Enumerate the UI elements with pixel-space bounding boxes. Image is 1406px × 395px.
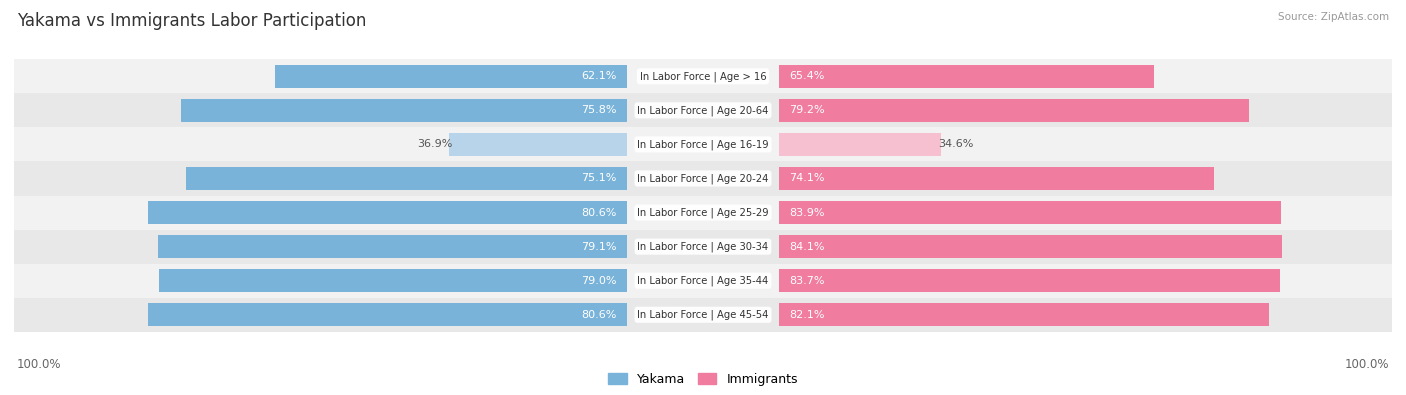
Bar [157, 235, 627, 258]
Text: 83.7%: 83.7% [789, 276, 824, 286]
Text: 80.6%: 80.6% [582, 310, 617, 320]
Text: In Labor Force | Age 35-44: In Labor Force | Age 35-44 [637, 275, 769, 286]
Text: In Labor Force | Age > 16: In Labor Force | Age > 16 [640, 71, 766, 81]
Text: 62.1%: 62.1% [582, 71, 617, 81]
Bar [449, 133, 627, 156]
Text: 65.4%: 65.4% [789, 71, 824, 81]
Text: 36.9%: 36.9% [416, 139, 453, 149]
Bar [148, 201, 627, 224]
Bar [779, 235, 1282, 258]
Text: In Labor Force | Age 16-19: In Labor Force | Age 16-19 [637, 139, 769, 150]
Bar [14, 93, 1392, 128]
Text: 79.0%: 79.0% [582, 276, 617, 286]
Text: 80.6%: 80.6% [582, 207, 617, 218]
Text: In Labor Force | Age 20-64: In Labor Force | Age 20-64 [637, 105, 769, 116]
Bar [14, 298, 1392, 332]
Bar [148, 303, 627, 326]
Text: In Labor Force | Age 30-34: In Labor Force | Age 30-34 [637, 241, 769, 252]
Text: 75.1%: 75.1% [582, 173, 617, 184]
Text: 34.6%: 34.6% [938, 139, 973, 149]
Text: 100.0%: 100.0% [17, 358, 62, 371]
Legend: Yakama, Immigrants: Yakama, Immigrants [609, 372, 797, 386]
Text: 83.9%: 83.9% [789, 207, 824, 218]
Bar [186, 167, 627, 190]
Text: 82.1%: 82.1% [789, 310, 824, 320]
Text: 100.0%: 100.0% [1344, 358, 1389, 371]
Text: In Labor Force | Age 45-54: In Labor Force | Age 45-54 [637, 310, 769, 320]
Bar [779, 303, 1268, 326]
Text: In Labor Force | Age 25-29: In Labor Force | Age 25-29 [637, 207, 769, 218]
Bar [779, 269, 1279, 292]
Bar [14, 128, 1392, 162]
Text: Yakama vs Immigrants Labor Participation: Yakama vs Immigrants Labor Participation [17, 12, 366, 30]
Bar [181, 99, 627, 122]
Text: 84.1%: 84.1% [789, 242, 824, 252]
Text: 75.8%: 75.8% [582, 105, 617, 115]
Bar [14, 229, 1392, 264]
Bar [14, 59, 1392, 93]
Text: In Labor Force | Age 20-24: In Labor Force | Age 20-24 [637, 173, 769, 184]
Bar [779, 65, 1153, 88]
Bar [779, 167, 1213, 190]
Bar [14, 196, 1392, 229]
Bar [14, 162, 1392, 196]
Bar [159, 269, 627, 292]
Bar [779, 99, 1249, 122]
Bar [779, 201, 1281, 224]
Text: 79.1%: 79.1% [582, 242, 617, 252]
Bar [276, 65, 627, 88]
Bar [779, 133, 942, 156]
Text: 74.1%: 74.1% [789, 173, 824, 184]
Text: 79.2%: 79.2% [789, 105, 825, 115]
Text: Source: ZipAtlas.com: Source: ZipAtlas.com [1278, 12, 1389, 22]
Bar [14, 264, 1392, 298]
